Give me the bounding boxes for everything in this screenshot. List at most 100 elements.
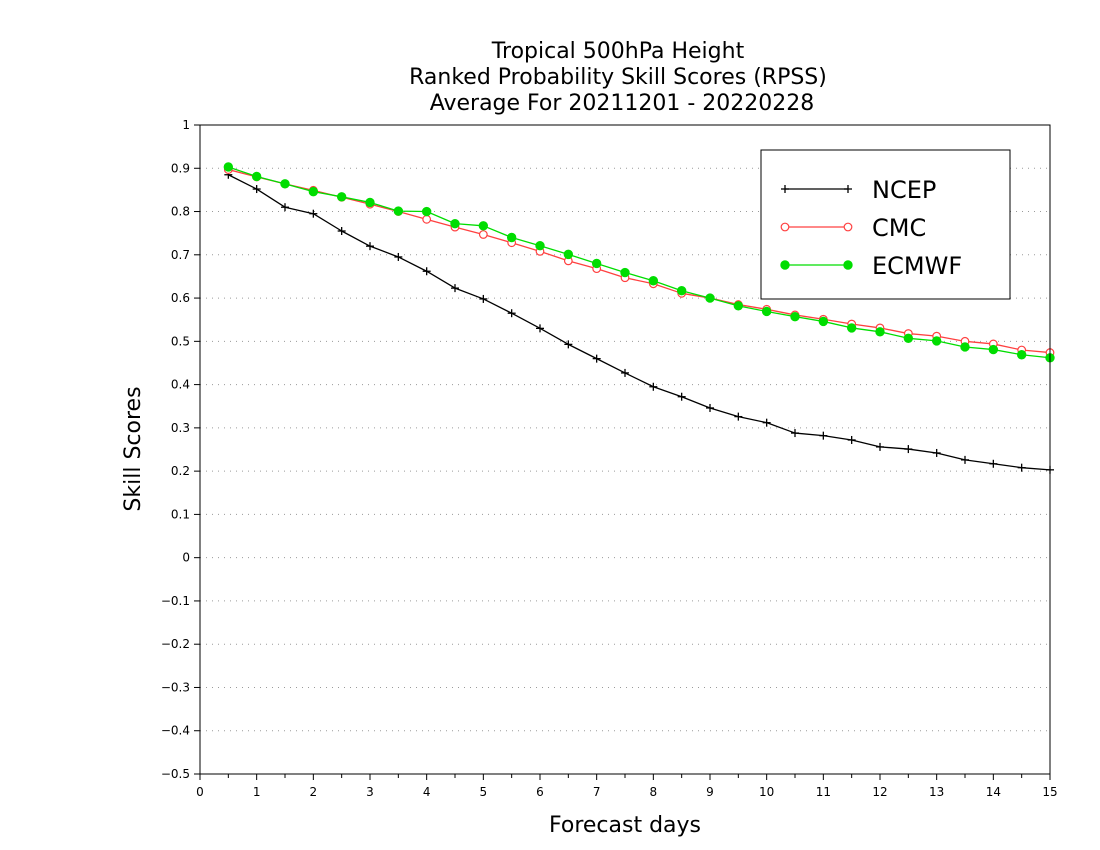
ecmwf-point xyxy=(365,197,375,208)
ecmwf-point xyxy=(931,336,942,346)
ncep-point xyxy=(592,354,601,363)
y-tick-label: 0.3 xyxy=(171,421,190,435)
ncep-point xyxy=(649,382,658,391)
y-tick-label: −0.4 xyxy=(161,724,190,738)
x-tick-label: 3 xyxy=(366,785,374,799)
x-tick-label: 13 xyxy=(929,785,944,799)
legend: NCEP CMC ECMWF xyxy=(760,149,1011,300)
ncep-point xyxy=(394,252,403,261)
legend-label-ncep: NCEP xyxy=(872,176,936,204)
ncep-point xyxy=(1017,463,1026,472)
x-tick-label: 9 xyxy=(706,785,714,799)
y-tick-label: −0.2 xyxy=(161,637,190,651)
ncep-point xyxy=(366,242,374,251)
ncep-point xyxy=(876,442,884,451)
ecmwf-point xyxy=(280,179,290,189)
ecmwf-point xyxy=(308,186,319,197)
x-tick-label: 15 xyxy=(1042,785,1057,799)
chart-title: Tropical 500hPa Height Ranked Probabilit… xyxy=(409,39,827,116)
ncep-point xyxy=(281,203,289,212)
y-tick-label: 0.1 xyxy=(171,507,190,521)
ncep-point xyxy=(507,309,516,318)
x-tick-label: 12 xyxy=(872,785,887,799)
axis-ticks: −0.5 −0.4 −0.3 −0.2 −0.1 0 0.1 0.2 0.3 0.4 0.5 0.6 0… xyxy=(161,118,1058,799)
y-tick-label: −0.5 xyxy=(161,767,190,781)
y-tick-label: 0.2 xyxy=(171,464,190,478)
ncep-point xyxy=(252,185,261,194)
ecmwf-point xyxy=(960,342,970,352)
ecmwf-point xyxy=(223,162,234,172)
x-tick-label: 8 xyxy=(650,785,658,799)
y-tick-label: −0.3 xyxy=(161,680,190,694)
x-tick-label: 14 xyxy=(986,785,1001,799)
ecmwf-point xyxy=(761,306,772,317)
legend-box xyxy=(760,149,1011,300)
legend-entry-ncep: NCEP xyxy=(781,176,936,204)
y-tick-label: 0.9 xyxy=(171,161,190,175)
ecmwf-line xyxy=(228,166,1051,359)
title-line-2: Ranked Probability Skill Scores (RPSS) xyxy=(409,65,827,90)
ncep-point xyxy=(422,267,431,276)
ecmwf-point xyxy=(251,171,262,182)
legend-marker-ecmwf xyxy=(843,260,853,270)
x-tick-label: 4 xyxy=(423,785,431,799)
x-axis-label: Forecast days xyxy=(549,813,701,838)
ncep-point xyxy=(734,412,743,421)
ncep-point xyxy=(706,403,714,412)
ncep-point xyxy=(677,392,686,401)
legend-marker-cmc xyxy=(843,222,853,232)
series-ncep xyxy=(224,170,1054,474)
cmc-line xyxy=(228,168,1051,354)
ecmwf-point xyxy=(450,218,460,229)
ecmwf-point xyxy=(790,311,800,322)
cmc-point xyxy=(478,230,488,239)
y-tick-label: 0.6 xyxy=(171,291,190,305)
ecmwf-point xyxy=(535,241,545,251)
ecmwf-point xyxy=(846,323,857,333)
ecmwf-point xyxy=(705,293,715,303)
ncep-point xyxy=(337,227,346,236)
x-tick-label: 10 xyxy=(759,785,774,799)
ncep-point xyxy=(451,284,459,293)
ecmwf-point xyxy=(988,344,999,355)
x-tick-label: 7 xyxy=(593,785,601,799)
legend-label-cmc: CMC xyxy=(872,214,926,242)
ncep-point xyxy=(762,418,771,427)
ecmwf-point xyxy=(818,316,829,327)
y-tick-label: 0.4 xyxy=(171,378,190,392)
ncep-point xyxy=(961,455,969,464)
ecmwf-point xyxy=(421,206,432,217)
cmc-point xyxy=(422,214,432,224)
y-tick-label: 0 xyxy=(182,551,190,565)
ecmwf-point xyxy=(903,333,914,344)
ncep-point xyxy=(564,340,573,349)
ecmwf-point xyxy=(733,301,744,311)
ncep-point xyxy=(932,448,941,457)
series-lines xyxy=(223,162,1055,474)
title-line-1: Tropical 500hPa Height xyxy=(491,39,745,64)
ecmwf-point xyxy=(336,192,347,202)
legend-marker-cmc xyxy=(780,222,790,232)
ecmwf-point xyxy=(591,258,602,269)
legend-entry-ecmwf: ECMWF xyxy=(780,252,962,280)
legend-label-ecmwf: ECMWF xyxy=(872,252,962,280)
ecmwf-point xyxy=(563,249,574,260)
ecmwf-point xyxy=(648,276,659,286)
x-tick-label: 11 xyxy=(816,785,831,799)
ecmwf-point xyxy=(393,206,404,216)
y-tick-label: 1 xyxy=(182,118,190,132)
ncep-point xyxy=(621,368,629,377)
y-tick-label: 0.8 xyxy=(171,205,190,219)
x-tick-label: 5 xyxy=(480,785,488,799)
ncep-point xyxy=(819,431,828,440)
x-tick-label: 6 xyxy=(536,785,544,799)
legend-marker-ecmwf xyxy=(780,260,790,270)
x-tick-label: 1 xyxy=(253,785,261,799)
legend-entries: NCEP CMC ECMWF xyxy=(780,176,962,280)
ncep-point xyxy=(847,435,856,444)
ecmwf-point xyxy=(620,267,630,278)
ncep-point xyxy=(791,429,799,438)
title-line-3: Average For 20211201 - 20220228 xyxy=(430,91,815,116)
